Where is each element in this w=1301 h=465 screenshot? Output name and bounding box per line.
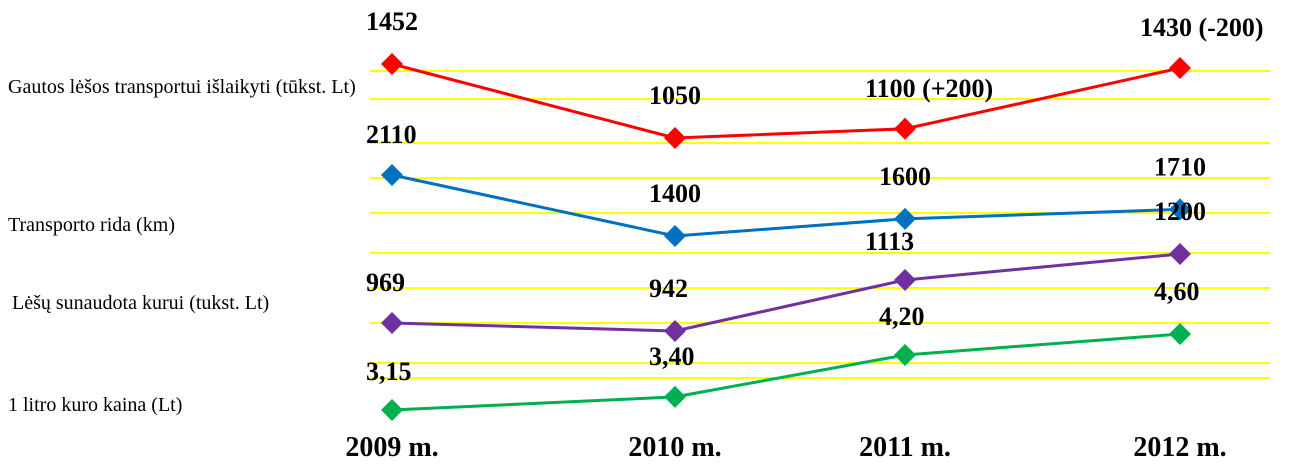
- data-point-marker: [894, 268, 916, 291]
- data-point-marker: [664, 320, 686, 342]
- data-point-marker: [664, 225, 686, 247]
- series-label-mileage: Transporto rida (km): [8, 214, 176, 236]
- data-point-marker: [1169, 57, 1191, 80]
- x-tick-label: 2010 m.: [628, 432, 721, 463]
- data-point-marker: [894, 207, 916, 230]
- data-label: 969: [366, 268, 405, 297]
- data-point-marker: [894, 117, 916, 140]
- x-tick-label: 2011 m.: [859, 432, 951, 463]
- data-label: 1600: [879, 162, 931, 191]
- data-label: 1400: [649, 179, 701, 208]
- data-point-marker: [1169, 323, 1191, 345]
- series-label-fuel-price: 1 litro kuro kaina (Lt): [8, 394, 183, 416]
- x-tick-label: 2009 m.: [345, 432, 438, 463]
- data-point-marker: [894, 343, 916, 366]
- data-label: 2110: [366, 120, 417, 149]
- series-line: [391, 332, 1181, 412]
- data-label: 3,15: [366, 357, 412, 386]
- data-label: 1200: [1154, 197, 1206, 226]
- data-label: 1050: [649, 81, 701, 110]
- data-point-marker: [381, 53, 403, 75]
- data-label: 1710: [1154, 152, 1206, 181]
- data-point-marker: [1169, 198, 1191, 221]
- data-label: 3,40: [649, 342, 695, 371]
- data-label: 1113: [865, 227, 914, 256]
- series-line: [391, 62, 1181, 140]
- series-label-fuel-spending: Lėšų sunaudota kurui (tukst. Lt): [12, 292, 270, 314]
- data-point-marker: [1169, 243, 1191, 265]
- x-tick-label: 2012 m.: [1133, 432, 1226, 463]
- data-label: 1100 (+200): [865, 74, 993, 103]
- data-label: 4,20: [879, 302, 925, 331]
- data-point-marker: [664, 127, 686, 149]
- series-markers: [381, 53, 1191, 421]
- data-point-marker: [381, 311, 403, 334]
- data-label: 942: [649, 274, 688, 303]
- data-point-marker: [381, 399, 403, 421]
- data-label: 1452: [366, 7, 418, 36]
- series-lines: [391, 62, 1181, 412]
- data-point-marker: [381, 164, 403, 186]
- series-label-funds-received: Gautos lėšos transportui išlaikyti (tūks…: [8, 76, 356, 98]
- series-line: [391, 173, 1181, 238]
- data-label: 4,60: [1154, 277, 1200, 306]
- data-label: 1430 (-200): [1140, 13, 1263, 42]
- series-line: [391, 252, 1181, 333]
- data-point-marker: [664, 385, 686, 408]
- data-labels: 1452 1050 1100 (+200) 1430 (-200) 2110 1400 16…: [366, 7, 1263, 386]
- x-axis-labels: 2009 m. 2010 m. 2011 m. 2012 m.: [345, 432, 1226, 463]
